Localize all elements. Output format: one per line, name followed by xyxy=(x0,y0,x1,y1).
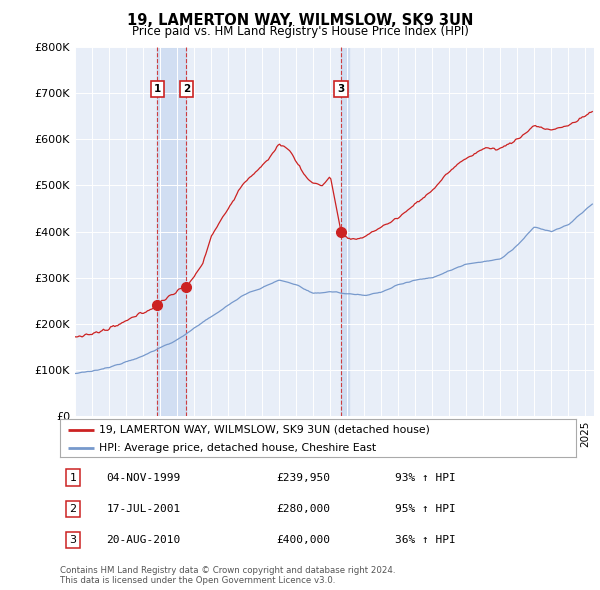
Text: 36% ↑ HPI: 36% ↑ HPI xyxy=(395,535,456,545)
Text: 2: 2 xyxy=(182,84,190,94)
Bar xyxy=(341,47,349,416)
Text: 93% ↑ HPI: 93% ↑ HPI xyxy=(395,473,456,483)
Text: £400,000: £400,000 xyxy=(277,535,331,545)
Text: 1: 1 xyxy=(154,84,161,94)
Text: 04-NOV-1999: 04-NOV-1999 xyxy=(106,473,181,483)
Text: 3: 3 xyxy=(337,84,344,94)
Text: HPI: Average price, detached house, Cheshire East: HPI: Average price, detached house, Ches… xyxy=(98,442,376,453)
Bar xyxy=(157,47,186,416)
Text: 2: 2 xyxy=(70,504,76,514)
Text: £280,000: £280,000 xyxy=(277,504,331,514)
Text: 20-AUG-2010: 20-AUG-2010 xyxy=(106,535,181,545)
Text: 17-JUL-2001: 17-JUL-2001 xyxy=(106,504,181,514)
Text: Contains HM Land Registry data © Crown copyright and database right 2024.
This d: Contains HM Land Registry data © Crown c… xyxy=(60,566,395,585)
Text: 19, LAMERTON WAY, WILMSLOW, SK9 3UN (detached house): 19, LAMERTON WAY, WILMSLOW, SK9 3UN (det… xyxy=(98,425,430,435)
Text: 95% ↑ HPI: 95% ↑ HPI xyxy=(395,504,456,514)
Text: £239,950: £239,950 xyxy=(277,473,331,483)
Text: 3: 3 xyxy=(70,535,76,545)
Text: Price paid vs. HM Land Registry's House Price Index (HPI): Price paid vs. HM Land Registry's House … xyxy=(131,25,469,38)
Text: 1: 1 xyxy=(70,473,76,483)
Text: 19, LAMERTON WAY, WILMSLOW, SK9 3UN: 19, LAMERTON WAY, WILMSLOW, SK9 3UN xyxy=(127,13,473,28)
